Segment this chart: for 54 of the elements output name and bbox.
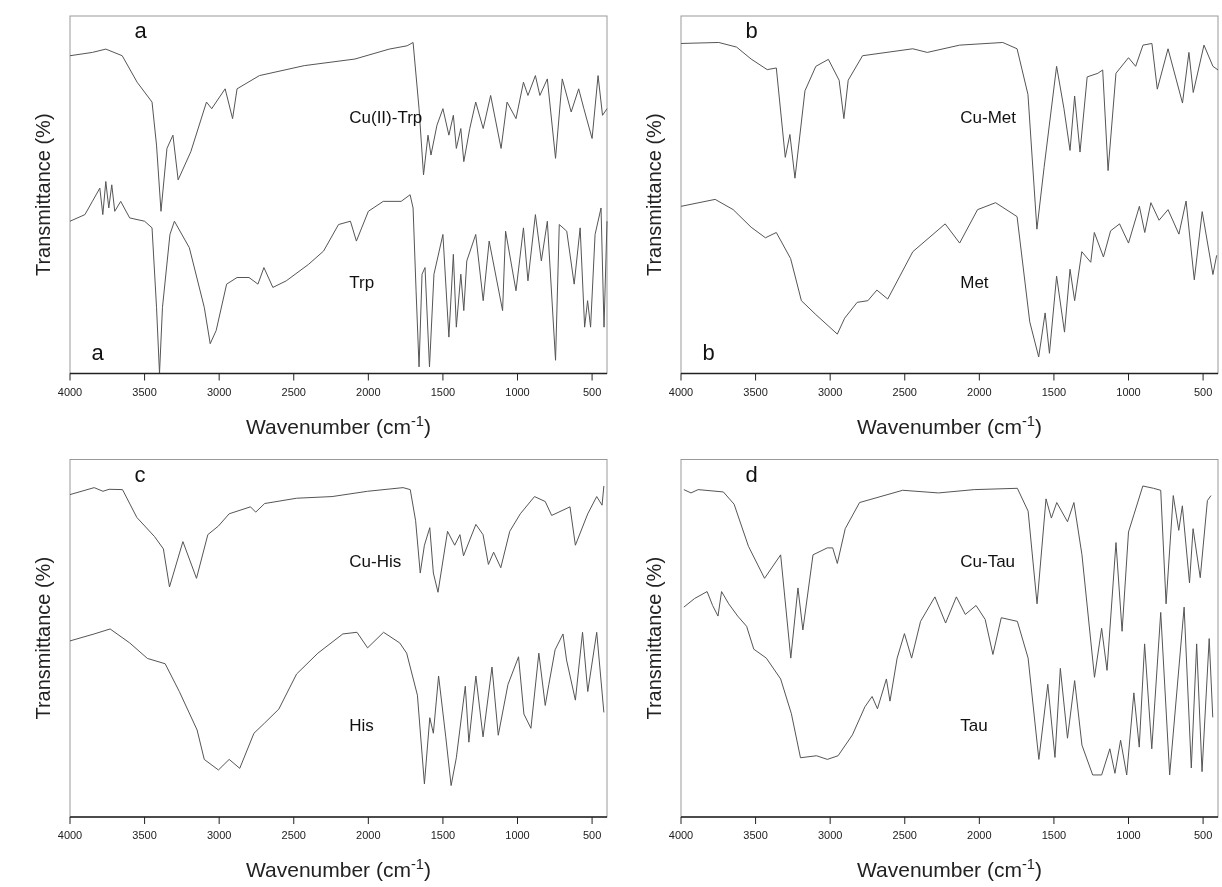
annotation: a xyxy=(91,339,105,365)
annotation: d xyxy=(745,461,758,487)
x-tick-label: 2500 xyxy=(892,829,917,841)
x-tick-label: 3000 xyxy=(817,829,843,841)
x-tick-label: 2000 xyxy=(356,829,381,841)
x-axis-title: Wavenumber (cm$^{-1}$) xyxy=(857,856,1042,881)
x-tick-label: 500 xyxy=(1193,829,1213,841)
y-axis-title: Transmittance (%) xyxy=(32,556,54,720)
x-tick-label: 500 xyxy=(582,829,602,841)
x-tick-label: 1500 xyxy=(1041,385,1067,398)
x-tick-label: 4000 xyxy=(57,829,83,841)
x-tick-label: 3000 xyxy=(817,385,843,398)
y-axis-title: Transmittance (%) xyxy=(643,113,665,277)
x-tick-label: 3000 xyxy=(206,829,232,841)
x-tick-label: 4000 xyxy=(668,385,694,398)
y-axis-title: Transmittance (%) xyxy=(643,556,665,720)
x-axis-title: Wavenumber (cm$^{-1}$) xyxy=(857,412,1042,438)
x-tick-label: 500 xyxy=(582,385,602,398)
x-tick-label: 2000 xyxy=(967,385,992,398)
series-label: Met xyxy=(960,272,989,292)
x-tick-label: 1000 xyxy=(1116,829,1141,841)
x-tick-label: 2000 xyxy=(967,829,992,841)
y-axis-title: Transmittance (%) xyxy=(32,113,54,277)
x-tick-label: 3500 xyxy=(743,829,768,841)
annotation: b xyxy=(745,18,758,43)
series-label: Cu(II)-Trp xyxy=(349,108,423,128)
x-tick-label: 1000 xyxy=(505,829,530,841)
annotation: c xyxy=(134,461,146,487)
x-axis-title: Wavenumber (cm$^{-1}$) xyxy=(246,856,431,881)
x-tick-label: 3500 xyxy=(132,385,157,398)
x-tick-label: 3500 xyxy=(743,385,768,398)
x-tick-label: 1500 xyxy=(430,829,456,841)
x-tick-label: 1500 xyxy=(430,385,456,398)
series-label: Trp xyxy=(349,272,375,292)
annotation: a xyxy=(134,18,148,43)
text: Tau xyxy=(960,716,988,736)
x-tick-label: 2500 xyxy=(281,385,306,398)
x-tick-label: 2500 xyxy=(281,829,306,841)
x-tick-label: 2500 xyxy=(892,385,917,398)
x-tick-label: 1000 xyxy=(505,385,530,398)
x-axis-title: Wavenumber (cm$^{-1}$) xyxy=(246,412,431,438)
series-label: Cu-His xyxy=(349,551,402,571)
x-tick-label: 4000 xyxy=(668,829,694,841)
series-label: Cu-Tau xyxy=(960,551,1016,571)
x-tick-label: 2000 xyxy=(356,385,381,398)
series-label: Cu-Met xyxy=(960,108,1017,128)
x-tick-label: 500 xyxy=(1193,385,1213,398)
x-tick-label: 3000 xyxy=(206,385,232,398)
x-tick-label: 1500 xyxy=(1041,829,1067,841)
text: His xyxy=(349,716,374,736)
x-tick-label: 4000 xyxy=(57,385,83,398)
x-tick-label: 1000 xyxy=(1116,385,1141,398)
x-tick-label: 3500 xyxy=(132,829,157,841)
annotation: b xyxy=(702,339,715,365)
